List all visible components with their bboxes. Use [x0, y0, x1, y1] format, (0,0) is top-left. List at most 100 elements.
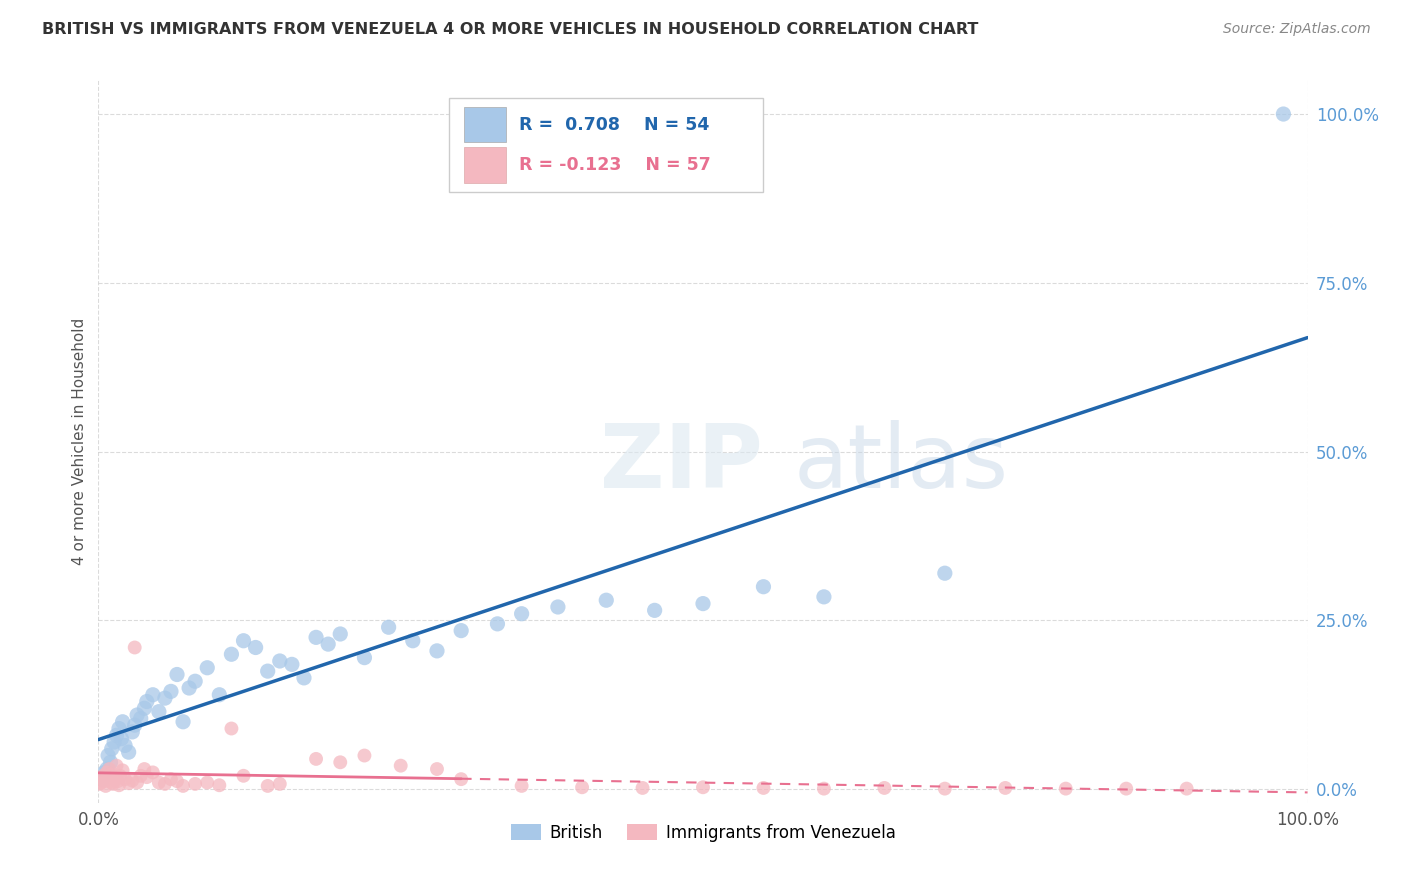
- Point: [389, 758, 412, 772]
- Text: R =  0.708    N = 54: R = 0.708 N = 54: [519, 116, 710, 134]
- Point: [329, 756, 352, 770]
- Point: [221, 722, 243, 736]
- Point: [135, 770, 157, 784]
- Point: [91, 769, 114, 783]
- Point: [160, 684, 183, 698]
- Point: [105, 728, 128, 742]
- Point: [195, 661, 218, 675]
- Point: [510, 779, 533, 793]
- Point: [269, 777, 291, 791]
- Point: [96, 762, 118, 776]
- Point: [97, 770, 120, 784]
- Y-axis label: 4 or more Vehicles in Household: 4 or more Vehicles in Household: [72, 318, 87, 566]
- Point: [644, 603, 666, 617]
- Point: [127, 775, 149, 789]
- Point: [142, 765, 165, 780]
- Point: [292, 671, 315, 685]
- Point: [873, 780, 896, 795]
- Point: [153, 691, 176, 706]
- Point: [93, 774, 115, 789]
- Point: [1272, 107, 1295, 121]
- FancyBboxPatch shape: [464, 107, 506, 143]
- Point: [450, 772, 472, 787]
- Point: [166, 667, 188, 681]
- Point: [595, 593, 617, 607]
- Text: BRITISH VS IMMIGRANTS FROM VENEZUELA 4 OR MORE VEHICLES IN HOUSEHOLD CORRELATION: BRITISH VS IMMIGRANTS FROM VENEZUELA 4 O…: [42, 22, 979, 37]
- Point: [114, 739, 136, 753]
- Point: [100, 767, 122, 781]
- Legend: British, Immigrants from Venezuela: British, Immigrants from Venezuela: [503, 817, 903, 848]
- Text: atlas: atlas: [793, 420, 1010, 507]
- Point: [752, 780, 775, 795]
- Point: [172, 714, 194, 729]
- Point: [450, 624, 472, 638]
- Point: [104, 772, 127, 787]
- Point: [269, 654, 291, 668]
- Point: [124, 640, 146, 655]
- Point: [134, 762, 156, 776]
- Point: [111, 714, 134, 729]
- Point: [232, 633, 254, 648]
- Point: [329, 627, 352, 641]
- Point: [124, 718, 146, 732]
- Point: [1054, 781, 1077, 796]
- Point: [108, 769, 131, 783]
- Point: [813, 590, 835, 604]
- Point: [129, 711, 152, 725]
- Point: [108, 778, 131, 792]
- Point: [108, 722, 131, 736]
- Point: [148, 705, 170, 719]
- Point: [377, 620, 399, 634]
- Point: [256, 664, 278, 678]
- Point: [98, 762, 121, 776]
- Point: [245, 640, 267, 655]
- Point: [305, 631, 328, 645]
- Point: [934, 781, 956, 796]
- Point: [94, 779, 117, 793]
- Point: [100, 775, 122, 789]
- Point: [110, 731, 132, 746]
- Point: [486, 616, 509, 631]
- Point: [1115, 781, 1137, 796]
- Point: [426, 644, 449, 658]
- Point: [91, 772, 114, 787]
- Point: [148, 775, 170, 789]
- Point: [166, 774, 188, 789]
- Point: [121, 725, 143, 739]
- Point: [1175, 781, 1198, 796]
- Point: [105, 758, 128, 772]
- Point: [281, 657, 304, 672]
- Point: [101, 777, 124, 791]
- Point: [692, 780, 714, 795]
- Point: [135, 694, 157, 708]
- Point: [402, 633, 425, 648]
- Point: [353, 650, 375, 665]
- Point: [172, 779, 194, 793]
- Point: [179, 681, 201, 695]
- Point: [221, 647, 243, 661]
- Point: [97, 748, 120, 763]
- FancyBboxPatch shape: [449, 98, 763, 193]
- Point: [127, 708, 149, 723]
- Text: R = -0.123    N = 57: R = -0.123 N = 57: [519, 156, 711, 174]
- Point: [118, 745, 141, 759]
- Point: [184, 674, 207, 689]
- Point: [93, 765, 115, 780]
- Point: [426, 762, 449, 776]
- Point: [121, 773, 143, 788]
- Point: [208, 688, 231, 702]
- Point: [256, 779, 278, 793]
- Point: [118, 776, 141, 790]
- Point: [111, 764, 134, 778]
- Point: [153, 777, 176, 791]
- Point: [692, 597, 714, 611]
- Point: [90, 775, 112, 789]
- Point: [813, 781, 835, 796]
- Point: [129, 769, 152, 783]
- Point: [160, 772, 183, 787]
- Point: [89, 777, 111, 791]
- Point: [232, 769, 254, 783]
- Point: [142, 688, 165, 702]
- Point: [316, 637, 339, 651]
- Point: [91, 772, 114, 787]
